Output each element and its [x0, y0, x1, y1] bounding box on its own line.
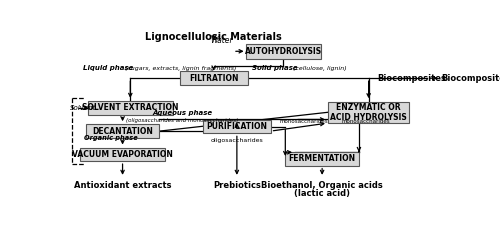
Text: monosaccharides: monosaccharides	[280, 120, 328, 124]
Text: Biocomposites: Biocomposites	[378, 74, 446, 83]
Text: ENZYMATIC OR
ACID HYDROLYSIS: ENZYMATIC OR ACID HYDROLYSIS	[330, 103, 407, 122]
Text: FERMENTATION: FERMENTATION	[288, 154, 356, 163]
Text: Bioethanol, Organic acids: Bioethanol, Organic acids	[261, 181, 383, 190]
Text: Biocomposites: Biocomposites	[442, 74, 500, 83]
Text: oligosaccharides: oligosaccharides	[210, 138, 263, 143]
FancyBboxPatch shape	[246, 44, 321, 59]
Text: SOLVENT EXTRACTION: SOLVENT EXTRACTION	[82, 103, 178, 112]
Text: AUTOHYDROLYSIS: AUTOHYDROLYSIS	[245, 47, 322, 56]
Text: Antioxidant extracts: Antioxidant extracts	[74, 181, 172, 190]
Text: Water: Water	[210, 36, 233, 45]
FancyBboxPatch shape	[80, 148, 165, 161]
Text: Aqueous phase: Aqueous phase	[152, 110, 212, 116]
Text: Prebiotics: Prebiotics	[213, 181, 261, 190]
Text: (oligosaccharides and monosaccharides): (oligosaccharides and monosaccharides)	[126, 118, 239, 123]
Text: (cellulose, lignin): (cellulose, lignin)	[291, 66, 347, 71]
Text: (lactic acid): (lactic acid)	[294, 189, 350, 199]
Text: Organic phase: Organic phase	[84, 135, 138, 141]
Text: Solvent: Solvent	[70, 105, 96, 111]
Text: VACUUM EVAPORATION: VACUUM EVAPORATION	[72, 150, 173, 159]
Text: PURIFICATION: PURIFICATION	[206, 122, 268, 131]
FancyBboxPatch shape	[203, 120, 271, 133]
FancyBboxPatch shape	[328, 102, 409, 123]
FancyBboxPatch shape	[88, 101, 173, 115]
FancyBboxPatch shape	[86, 124, 160, 138]
FancyBboxPatch shape	[286, 152, 359, 166]
FancyBboxPatch shape	[180, 71, 248, 85]
Text: Solid phase: Solid phase	[252, 65, 298, 71]
Text: FILTRATION: FILTRATION	[189, 74, 238, 83]
Text: (sugars, extracts, lignin fragments): (sugars, extracts, lignin fragments)	[122, 66, 236, 71]
Text: Liquid phase: Liquid phase	[82, 65, 133, 71]
Text: DECANTATION: DECANTATION	[92, 127, 153, 136]
Text: monosaccharides: monosaccharides	[342, 120, 390, 124]
Text: Lignocellulosic Materials: Lignocellulosic Materials	[145, 31, 282, 41]
